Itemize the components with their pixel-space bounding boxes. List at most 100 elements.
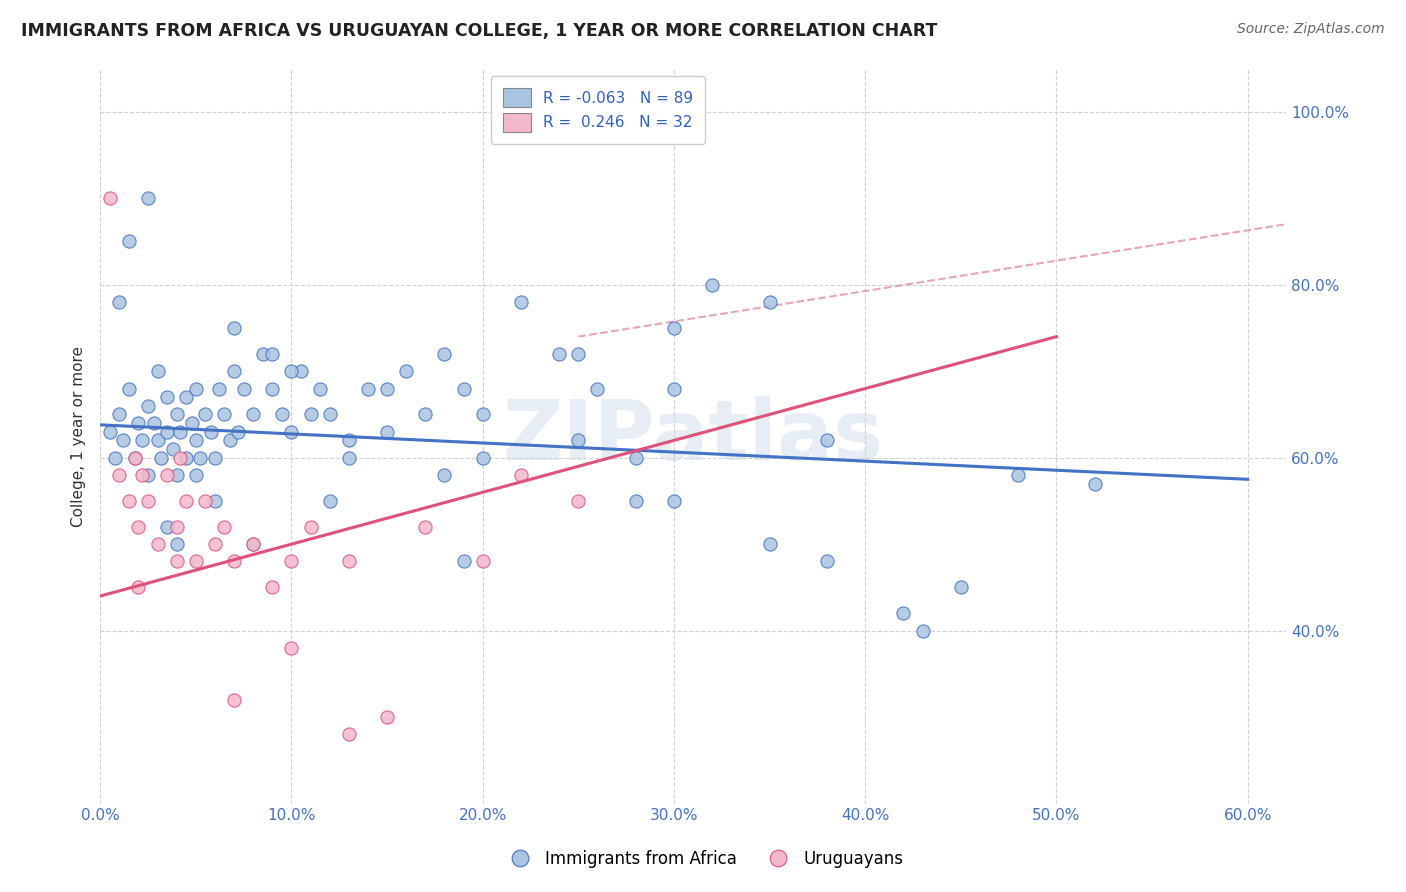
Point [118,235,141,249]
Point [815,434,838,448]
Point [188,450,211,465]
Point [146,434,169,448]
Point [108,408,131,422]
Point [181,416,204,430]
Point [702,277,724,292]
Point [624,450,647,465]
Point [893,607,915,621]
Point [471,554,494,568]
Point [156,520,179,534]
Text: ZIPatlas: ZIPatlas [502,395,883,476]
Text: Source: ZipAtlas.com: Source: ZipAtlas.com [1237,22,1385,37]
Point [299,408,322,422]
Point [375,710,398,724]
Point [911,624,934,638]
Point [98,191,121,205]
Point [174,390,197,404]
Point [214,520,236,534]
Point [280,364,302,378]
Point [108,467,131,482]
Point [204,537,226,551]
Point [662,382,685,396]
Point [270,408,292,422]
Point [146,537,169,551]
Point [104,450,127,465]
Point [108,295,131,310]
Point [200,425,222,439]
Point [184,554,207,568]
Point [156,425,179,439]
Point [567,347,589,361]
Point [166,467,188,482]
Point [208,382,231,396]
Point [136,399,159,413]
Point [509,467,531,482]
Point [242,537,264,551]
Point [204,494,226,508]
Point [815,554,838,568]
Point [242,408,264,422]
Point [222,693,245,707]
Point [624,494,647,508]
Point [166,408,188,422]
Point [174,494,197,508]
Point [124,450,146,465]
Point [318,494,340,508]
Point [131,434,153,448]
Point [194,408,217,422]
Point [357,382,380,396]
Point [758,295,780,310]
Point [156,390,179,404]
Point [118,382,141,396]
Point [112,434,135,448]
Point [567,434,589,448]
Point [662,494,685,508]
Point [471,408,494,422]
Point [337,727,360,741]
Point [136,191,159,205]
Point [453,382,475,396]
Point [309,382,332,396]
Point [413,408,436,422]
Point [219,434,242,448]
Point [280,554,302,568]
Point [166,520,188,534]
Point [166,537,188,551]
Point [166,554,188,568]
Point [136,467,159,482]
Point [567,494,589,508]
Point [280,425,302,439]
Point [433,467,456,482]
Point [375,425,398,439]
Point [949,581,972,595]
Point [337,434,360,448]
Point [150,450,173,465]
Legend: Immigrants from Africa, Uruguayans: Immigrants from Africa, Uruguayans [496,844,910,875]
Point [222,321,245,335]
Point [169,450,191,465]
Point [226,425,249,439]
Point [1007,467,1029,482]
Point [232,382,254,396]
Point [262,382,284,396]
Point [586,382,609,396]
Point [262,347,284,361]
Point [142,416,165,430]
Point [162,442,184,456]
Point [262,581,284,595]
Point [222,554,245,568]
Point [204,450,226,465]
Point [471,450,494,465]
Point [413,520,436,534]
Point [194,494,217,508]
Point [127,416,149,430]
Point [242,537,264,551]
Point [214,408,236,422]
Point [146,364,169,378]
Point [124,450,146,465]
Point [662,321,685,335]
Point [156,467,179,482]
Point [98,425,121,439]
Text: IMMIGRANTS FROM AFRICA VS URUGUAYAN COLLEGE, 1 YEAR OR MORE CORRELATION CHART: IMMIGRANTS FROM AFRICA VS URUGUAYAN COLL… [21,22,938,40]
Point [299,520,322,534]
